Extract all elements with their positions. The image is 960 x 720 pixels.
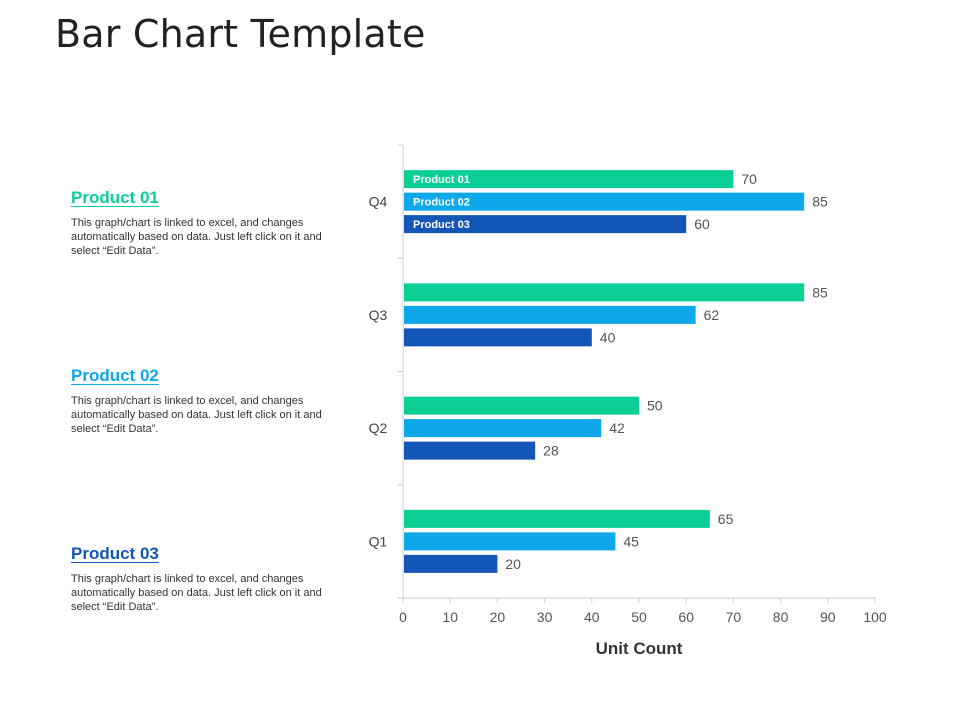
y-tick-label: Q3	[369, 307, 388, 323]
x-tick-label: 80	[773, 609, 789, 625]
bar	[404, 509, 710, 528]
bar-value-label: 45	[623, 533, 639, 549]
bar	[404, 215, 687, 234]
bar-series-label: Product 02	[413, 197, 470, 209]
bar-series-label: Product 03	[413, 219, 470, 231]
bar	[404, 305, 696, 324]
y-tick-label: Q1	[369, 533, 388, 549]
x-tick-label: 40	[584, 609, 600, 625]
x-tick-label: 0	[399, 609, 407, 625]
legend-description-product-01: This graph/chart is linked to excel, and…	[71, 217, 322, 257]
x-tick-label: 10	[442, 609, 458, 625]
bar	[404, 532, 616, 551]
bar-value-label: 40	[600, 329, 616, 345]
bar-chart: 0 10 20 30 40 50 60 70 80 90 100 Unit Count Q1 65 45 20…	[369, 144, 887, 658]
bar-value-label: 20	[505, 556, 521, 572]
bar	[404, 192, 805, 211]
legend-title-product-03[interactable]: Product 03	[71, 544, 159, 563]
bar-value-label: 70	[741, 171, 757, 187]
bar	[404, 554, 498, 573]
bar	[404, 328, 592, 347]
legend-description-product-02: This graph/chart is linked to excel, and…	[71, 395, 322, 435]
x-tick-label: 100	[863, 609, 887, 625]
y-tick-label: Q2	[369, 420, 388, 436]
legend-description-product-03: This graph/chart is linked to excel, and…	[71, 573, 322, 613]
bar	[404, 396, 639, 415]
x-tick-label: 20	[490, 609, 506, 625]
x-tick-label: 90	[820, 609, 836, 625]
bar-value-label: 65	[718, 511, 734, 527]
bar-value-label: 85	[812, 284, 828, 300]
bar-value-label: 62	[704, 307, 720, 323]
bar	[404, 441, 536, 460]
x-tick-label: 70	[726, 609, 742, 625]
bar	[404, 419, 602, 438]
bar-value-label: 85	[812, 194, 828, 210]
bar	[404, 170, 734, 189]
page-title: Bar Chart Template	[55, 12, 426, 56]
legend-block-product-02: Product 02 This graph/chart is linked to…	[71, 366, 341, 436]
x-tick-label: 60	[678, 609, 694, 625]
bar-value-label: 60	[694, 216, 710, 232]
y-tick-label: Q4	[369, 194, 388, 210]
legend-block-product-03: Product 03 This graph/chart is linked to…	[71, 544, 341, 614]
bar-value-label: 28	[543, 443, 559, 459]
bar-series-label: Product 01	[413, 174, 470, 186]
legend-title-product-01[interactable]: Product 01	[71, 188, 159, 207]
bar-value-label: 42	[609, 420, 625, 436]
x-tick-label: 50	[631, 609, 647, 625]
legend-block-product-01: Product 01 This graph/chart is linked to…	[71, 188, 341, 258]
x-tick-label: 30	[537, 609, 553, 625]
legend-title-product-02[interactable]: Product 02	[71, 366, 159, 385]
x-axis-label: Unit Count	[596, 639, 683, 658]
bar-value-label: 50	[647, 398, 663, 414]
bar	[404, 283, 805, 302]
